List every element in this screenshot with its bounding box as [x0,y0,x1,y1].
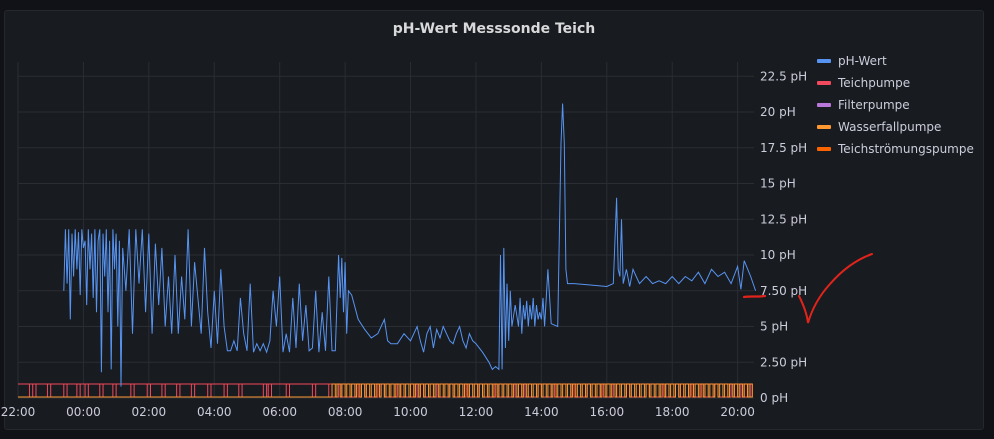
chart-panel: pH-Wert Messsonde Teich [4,10,984,430]
y-axis: 0 pH 2.50 pH 5 pH 7.50 pH 10 pH 12.5 pH 15 pH 1… [760,69,807,405]
ph-wert-line [63,103,757,387]
y-tick-label: 20 pH [760,105,796,119]
x-tick-label: 06:00 [262,405,297,419]
legend-swatch [817,103,831,107]
x-axis: 22:00 00:00 02:00 04:00 06:00 08:00 10:00 12:00… [1,405,755,419]
x-tick-label: 14:00 [524,405,559,419]
y-tick-label: 12.5 pH [760,212,807,226]
x-tick-label: 22:00 [1,405,36,419]
x-tick-label: 18:00 [655,405,690,419]
handwritten-checkmark [798,253,873,324]
x-tick-label: 12:00 [459,405,494,419]
legend: pH-Wert Teichpumpe Filterpumpe Wasserfallpu… [817,54,974,156]
legend-swatch [817,59,831,63]
x-tick-label: 20:00 [720,405,755,419]
pump-series [18,383,753,398]
grid [17,62,754,399]
wasserfallpumpe-line [18,383,753,398]
legend-label: Teichpumpe [837,76,910,90]
x-tick-label: 00:00 [66,405,101,419]
x-tick-label: 04:00 [197,405,232,419]
x-tick-label: 02:00 [132,405,167,419]
legend-swatch [817,81,831,85]
y-tick-label: 0 pH [760,391,788,405]
legend-swatch [817,125,831,129]
legend-label: Teichströmungspumpe [837,142,974,156]
legend-label: Filterpumpe [838,98,910,112]
legend-label: pH-Wert [838,54,887,68]
y-tick-label: 22.5 pH [760,69,807,83]
y-tick-label: 2.50 pH [760,355,807,369]
y-tick-label: 5 pH [760,320,788,334]
ph-series [63,103,757,387]
y-tick-label: 15 pH [760,177,796,191]
legend-swatch [817,147,831,151]
x-tick-label: 08:00 [328,405,363,419]
panel-title: pH-Wert Messsonde Teich [392,21,596,37]
legend-label: Wasserfallpumpe [838,120,941,134]
y-tick-label: 10 pH [760,248,796,262]
x-tick-label: 16:00 [590,405,625,419]
handwritten-underline [742,294,767,299]
y-tick-label: 17.5 pH [760,141,807,155]
y-tick-label: 7.50 pH [760,284,807,298]
x-tick-label: 10:00 [393,405,428,419]
